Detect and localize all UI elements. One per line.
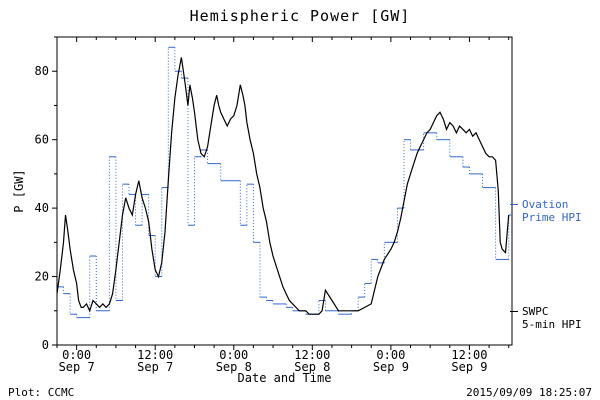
legend-ovation-row: Ovation [510,198,582,211]
legend-ovation: Ovation Prime HPI [510,198,582,224]
legend-swpc-row: SWPC [510,305,582,318]
svg-text:40: 40 [35,201,49,215]
legend-ovation-line1: Ovation [522,198,569,211]
legend-swpc: SWPC 5-min HPI [510,305,582,331]
svg-text:12:00: 12:00 [137,348,173,362]
plot-source: Plot: CCMC [8,386,75,399]
svg-text:60: 60 [35,133,49,147]
plot-timestamp: 2015/09/09 18:25:07 [466,386,592,399]
svg-text:Sep 9: Sep 9 [373,360,409,374]
svg-text:0:00: 0:00 [219,348,248,362]
swpc-line-marker-icon [510,311,518,312]
svg-text:0:00: 0:00 [376,348,405,362]
chart-title: Hemispheric Power [GW] [189,7,411,25]
svg-text:Sep 7: Sep 7 [137,360,173,374]
svg-text:0:00: 0:00 [62,348,91,362]
svg-text:Sep 8: Sep 8 [294,360,330,374]
svg-text:Sep 9: Sep 9 [451,360,487,374]
ovation-line-marker-icon [510,204,518,205]
svg-text:Sep 7: Sep 7 [59,360,95,374]
svg-text:80: 80 [35,64,49,78]
y-axis: 0 20 40 60 80 [35,36,57,352]
svg-text:Sep 8: Sep 8 [216,360,252,374]
legend-swpc-line1: SWPC [522,305,549,318]
svg-text:12:00: 12:00 [451,348,487,362]
svg-text:12:00: 12:00 [294,348,330,362]
legend-ovation-line2: Prime HPI [522,211,582,224]
legend-swpc-line2: 5-min HPI [522,318,582,331]
svg-text:20: 20 [35,270,49,284]
x-axis-title: Date and Time [237,371,332,385]
svg-text:0: 0 [42,338,49,352]
swpc-series-line [56,57,510,315]
plot-frame [56,36,513,346]
ovation-series-line [57,46,512,319]
